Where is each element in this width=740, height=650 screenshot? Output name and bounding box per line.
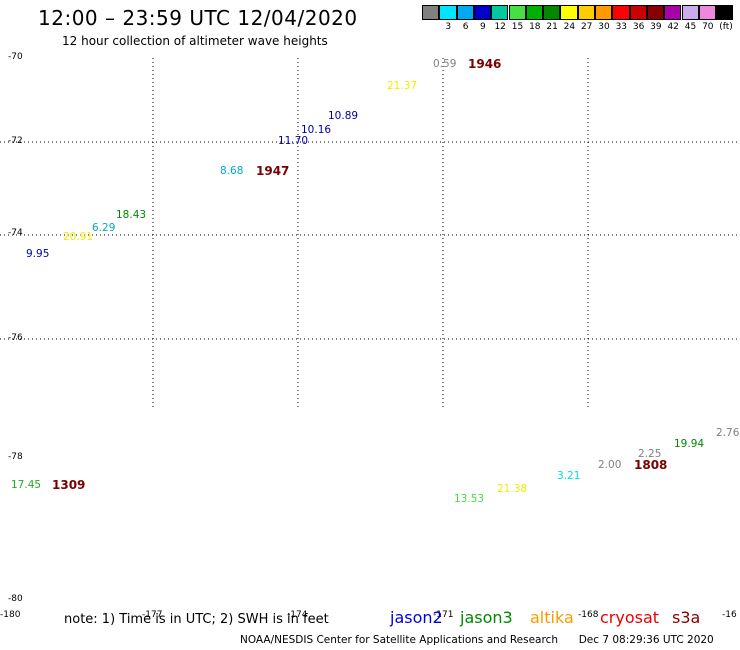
color-scale-label: 12 bbox=[494, 22, 506, 32]
color-scale-swatch bbox=[716, 5, 734, 20]
color-scale-swatch bbox=[508, 5, 526, 20]
color-scale-label: 6 bbox=[462, 22, 469, 32]
color-scale-label: 70 bbox=[702, 22, 714, 32]
color-scale-swatch bbox=[560, 5, 578, 20]
color-scale-label: 42 bbox=[667, 22, 679, 32]
lat-label: -74 bbox=[8, 228, 23, 238]
color-scale-label: 45 bbox=[684, 22, 697, 32]
wave-height-label: 21.38 bbox=[497, 483, 528, 495]
lon-label: -174 bbox=[287, 610, 308, 620]
color-scale-swatch bbox=[646, 5, 665, 20]
color-scale-label: 15 bbox=[511, 22, 524, 32]
lon-label: -168 bbox=[578, 610, 599, 620]
color-scale-unit: (ft) bbox=[719, 22, 733, 32]
wave-height-label: 6.29 bbox=[92, 222, 116, 234]
satellite-legend-cryosat: cryosat bbox=[600, 608, 660, 627]
color-scale-swatch bbox=[629, 5, 647, 20]
lat-label: -76 bbox=[8, 333, 23, 343]
color-scale-swatch bbox=[456, 5, 474, 20]
wave-height-label: 19.94 bbox=[674, 438, 705, 450]
wave-height-label: 9.95 bbox=[26, 248, 50, 260]
color-scale-swatch bbox=[681, 5, 699, 20]
wave-height-label: 0.59 bbox=[433, 58, 457, 70]
color-scale-swatch bbox=[698, 5, 717, 20]
color-scale-swatch bbox=[577, 5, 595, 20]
wave-height-label: 10.89 bbox=[328, 110, 359, 122]
generation-timestamp: Dec 7 08:29:36 UTC 2020 bbox=[578, 634, 714, 646]
lon-label: -16 bbox=[722, 610, 737, 620]
wave-height-label: 21.37 bbox=[387, 80, 418, 92]
satellite-legend-altika: altika bbox=[530, 608, 574, 627]
color-scale-swatch bbox=[473, 5, 492, 20]
lon-label: -171 bbox=[433, 610, 454, 620]
pass-time-label: 1808 bbox=[634, 458, 668, 472]
satellite-legend-jason3: jason3 bbox=[460, 608, 513, 627]
wave-height-label: 18.43 bbox=[116, 209, 147, 221]
color-scale-swatch bbox=[595, 5, 613, 20]
wave-height-label: 20.91 bbox=[63, 231, 94, 243]
color-scale-swatch bbox=[422, 5, 440, 20]
pass-time-label: 1947 bbox=[256, 164, 290, 178]
map-title: 12:00 – 23:59 UTC 12/04/2020 bbox=[38, 6, 358, 30]
lon-label: -177 bbox=[142, 610, 163, 620]
lat-label: -72 bbox=[8, 136, 23, 146]
satellite-legend-jason2: jason2 bbox=[390, 608, 443, 627]
wave-height-label: 2.25 bbox=[638, 448, 662, 460]
credit-text: NOAA/NESDIS Center for Satellite Applica… bbox=[240, 634, 558, 646]
wave-height-label: 10.16 bbox=[301, 124, 332, 136]
color-scale-label: 30 bbox=[598, 22, 610, 32]
color-scale-label: 9 bbox=[480, 22, 486, 32]
wave-height-label: 8.68 bbox=[220, 165, 244, 177]
lat-label: -70 bbox=[8, 52, 23, 62]
color-scale-label: 3 bbox=[445, 22, 452, 32]
color-scale-label: 39 bbox=[650, 22, 662, 32]
map-subtitle: 12 hour collection of altimeter wave hei… bbox=[62, 34, 328, 48]
footer-credit: NOAA/NESDIS Center for Satellite Applica… bbox=[240, 634, 714, 646]
color-scale-swatch bbox=[612, 5, 630, 20]
pass-time-label: 1309 bbox=[52, 478, 86, 492]
color-scale-label: 36 bbox=[632, 22, 645, 32]
units-note: note: 1) Time is in UTC; 2) SWH is in fe… bbox=[64, 612, 329, 627]
wave-height-label: 11.70 bbox=[278, 135, 309, 147]
lat-label: -80 bbox=[8, 594, 23, 604]
color-scale-label: 27 bbox=[580, 22, 593, 32]
lat-label: -78 bbox=[8, 452, 23, 462]
color-scale-label: 24 bbox=[563, 22, 576, 32]
color-scale-swatch bbox=[543, 5, 561, 20]
wave-height-label: 2.00 bbox=[598, 459, 622, 471]
wave-height-label: 17.45 bbox=[11, 479, 42, 491]
wave-height-label: 13.53 bbox=[454, 493, 485, 505]
color-scale-swatch bbox=[525, 5, 544, 20]
satellite-legend-s3a: s3a bbox=[672, 608, 701, 627]
color-scale-label: 33 bbox=[615, 22, 628, 32]
wave-height-label: 2.76 bbox=[716, 427, 740, 439]
color-scale-swatch bbox=[439, 5, 457, 20]
pass-time-label: 1946 bbox=[468, 57, 502, 71]
color-scale-swatch bbox=[664, 5, 682, 20]
color-scale-label: 21 bbox=[546, 22, 558, 32]
color-scale-swatch bbox=[491, 5, 509, 20]
lon-label: -180 bbox=[0, 610, 21, 620]
wave-height-label: 3.21 bbox=[557, 470, 581, 482]
color-scale-label: 18 bbox=[529, 22, 541, 32]
